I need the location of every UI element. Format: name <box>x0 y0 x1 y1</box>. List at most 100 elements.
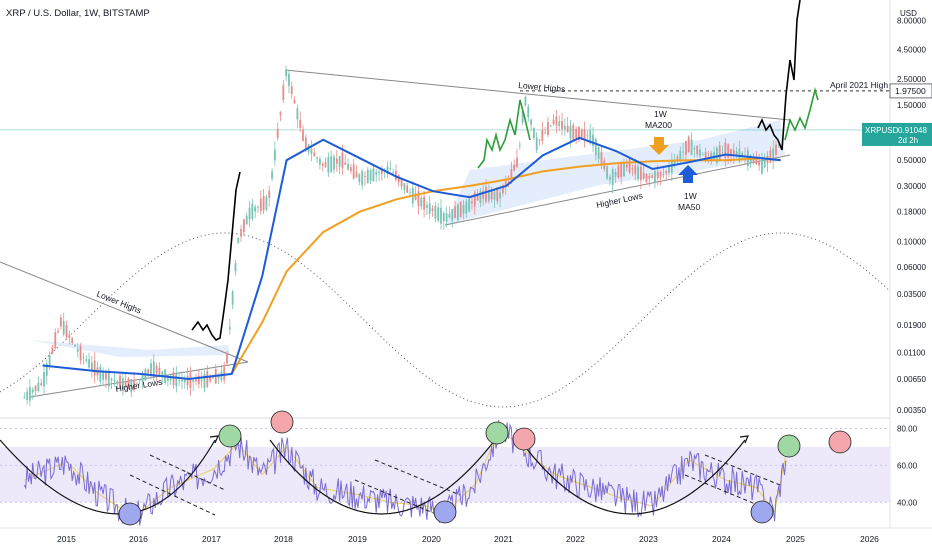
ma200-label-line2: MA200 <box>645 120 672 130</box>
lower-highs-label-2: Lower Highs <box>518 80 566 94</box>
candle-body <box>200 379 203 382</box>
candle-body <box>583 129 586 141</box>
candle-body <box>721 151 724 153</box>
candle-body <box>414 193 417 200</box>
candle-body <box>468 198 471 212</box>
rsi-marker-red-circle <box>512 427 536 451</box>
candle-body <box>197 376 200 385</box>
candle-body <box>639 166 642 181</box>
time-axis-tick: 2017 <box>202 534 221 544</box>
candle-body <box>580 129 583 140</box>
candle-body <box>248 207 251 220</box>
candle-body <box>71 338 74 344</box>
candle-body <box>482 190 485 199</box>
candle-body <box>777 144 780 146</box>
candle-body <box>493 191 496 200</box>
candle-body <box>732 149 735 156</box>
higher-lows-line-2 <box>444 154 791 226</box>
candle-body <box>29 387 31 401</box>
candle-body <box>434 205 437 219</box>
price-axis-tick: 0.50000 <box>897 156 926 165</box>
candle-body <box>524 96 527 106</box>
ma50-line <box>42 136 781 381</box>
candle-body <box>158 368 161 375</box>
candle-body <box>133 379 135 391</box>
candle-body <box>693 148 696 150</box>
candle-body <box>541 130 544 142</box>
candle-body <box>349 167 352 172</box>
green-fractal-2025 <box>784 86 819 141</box>
price-axis-tick: 4.50000 <box>897 45 926 54</box>
time-axis-tick: 2018 <box>274 534 293 544</box>
candle-body <box>51 347 54 353</box>
candle-body <box>313 152 316 157</box>
rsi-arc-arrowhead <box>739 435 749 444</box>
ma50-label-line2: MA50 <box>678 202 700 212</box>
candle-body <box>521 111 524 123</box>
candle-body <box>572 124 575 141</box>
candle-body <box>364 176 366 178</box>
candle-body <box>687 136 690 152</box>
candle-body <box>90 362 93 370</box>
candle-body <box>685 141 687 155</box>
candle-body <box>110 378 113 381</box>
candle-body <box>527 106 530 118</box>
rsi-axis-tick: 80.00 <box>897 424 918 433</box>
candle-body <box>192 380 195 383</box>
candle-body <box>57 330 59 333</box>
candle-body <box>347 163 349 170</box>
candle-body <box>592 134 594 147</box>
candle-body <box>617 165 620 178</box>
rsi-line <box>23 419 787 526</box>
candle-body <box>471 201 473 204</box>
candle-body <box>228 326 231 330</box>
candle-body <box>755 159 758 165</box>
candle-body <box>273 149 276 161</box>
candle-body <box>578 126 580 141</box>
candle-body <box>423 196 425 210</box>
candle-body <box>454 206 456 219</box>
candle-body <box>656 171 659 179</box>
candle-body <box>513 164 516 171</box>
candle-body <box>324 161 327 168</box>
candle-body <box>355 171 358 178</box>
candle-body <box>637 166 639 180</box>
candle-body <box>625 165 628 168</box>
candle-body <box>105 372 107 380</box>
candle-body <box>124 380 127 386</box>
candle-body <box>209 375 212 382</box>
price-axis-tick: 0.01900 <box>897 321 926 330</box>
candle-body <box>189 372 192 389</box>
candle-body <box>37 382 40 392</box>
candle-body <box>23 397 26 399</box>
candle-body <box>223 367 226 381</box>
candle-body <box>499 192 501 199</box>
candle-body <box>60 317 62 327</box>
candle-body <box>175 374 178 387</box>
candle-body <box>147 369 150 374</box>
candle-body <box>172 372 175 386</box>
candle-body <box>715 147 718 163</box>
candle-body <box>169 378 172 381</box>
candle-body <box>119 375 121 388</box>
candle-body <box>431 208 434 212</box>
candle-body <box>296 108 299 120</box>
candle-body <box>662 174 665 176</box>
time-axis-tick: 2026 <box>860 534 879 544</box>
bar-countdown: 2d 2h <box>898 136 918 145</box>
candle-body <box>496 187 499 202</box>
candle-body <box>699 149 701 157</box>
candle-body <box>426 205 428 208</box>
candle-body <box>203 373 206 388</box>
candle-body <box>730 149 732 155</box>
candle-body <box>651 175 654 178</box>
last-price-symbol: XRPUSD <box>865 126 899 135</box>
rsi-axis-tick: 60.00 <box>897 461 918 470</box>
candle-body <box>555 116 558 126</box>
candle-body <box>34 385 37 391</box>
price-axis-tick: 0.01100 <box>897 349 926 358</box>
time-axis-tick: 2022 <box>566 534 585 544</box>
candle-body <box>138 379 141 381</box>
